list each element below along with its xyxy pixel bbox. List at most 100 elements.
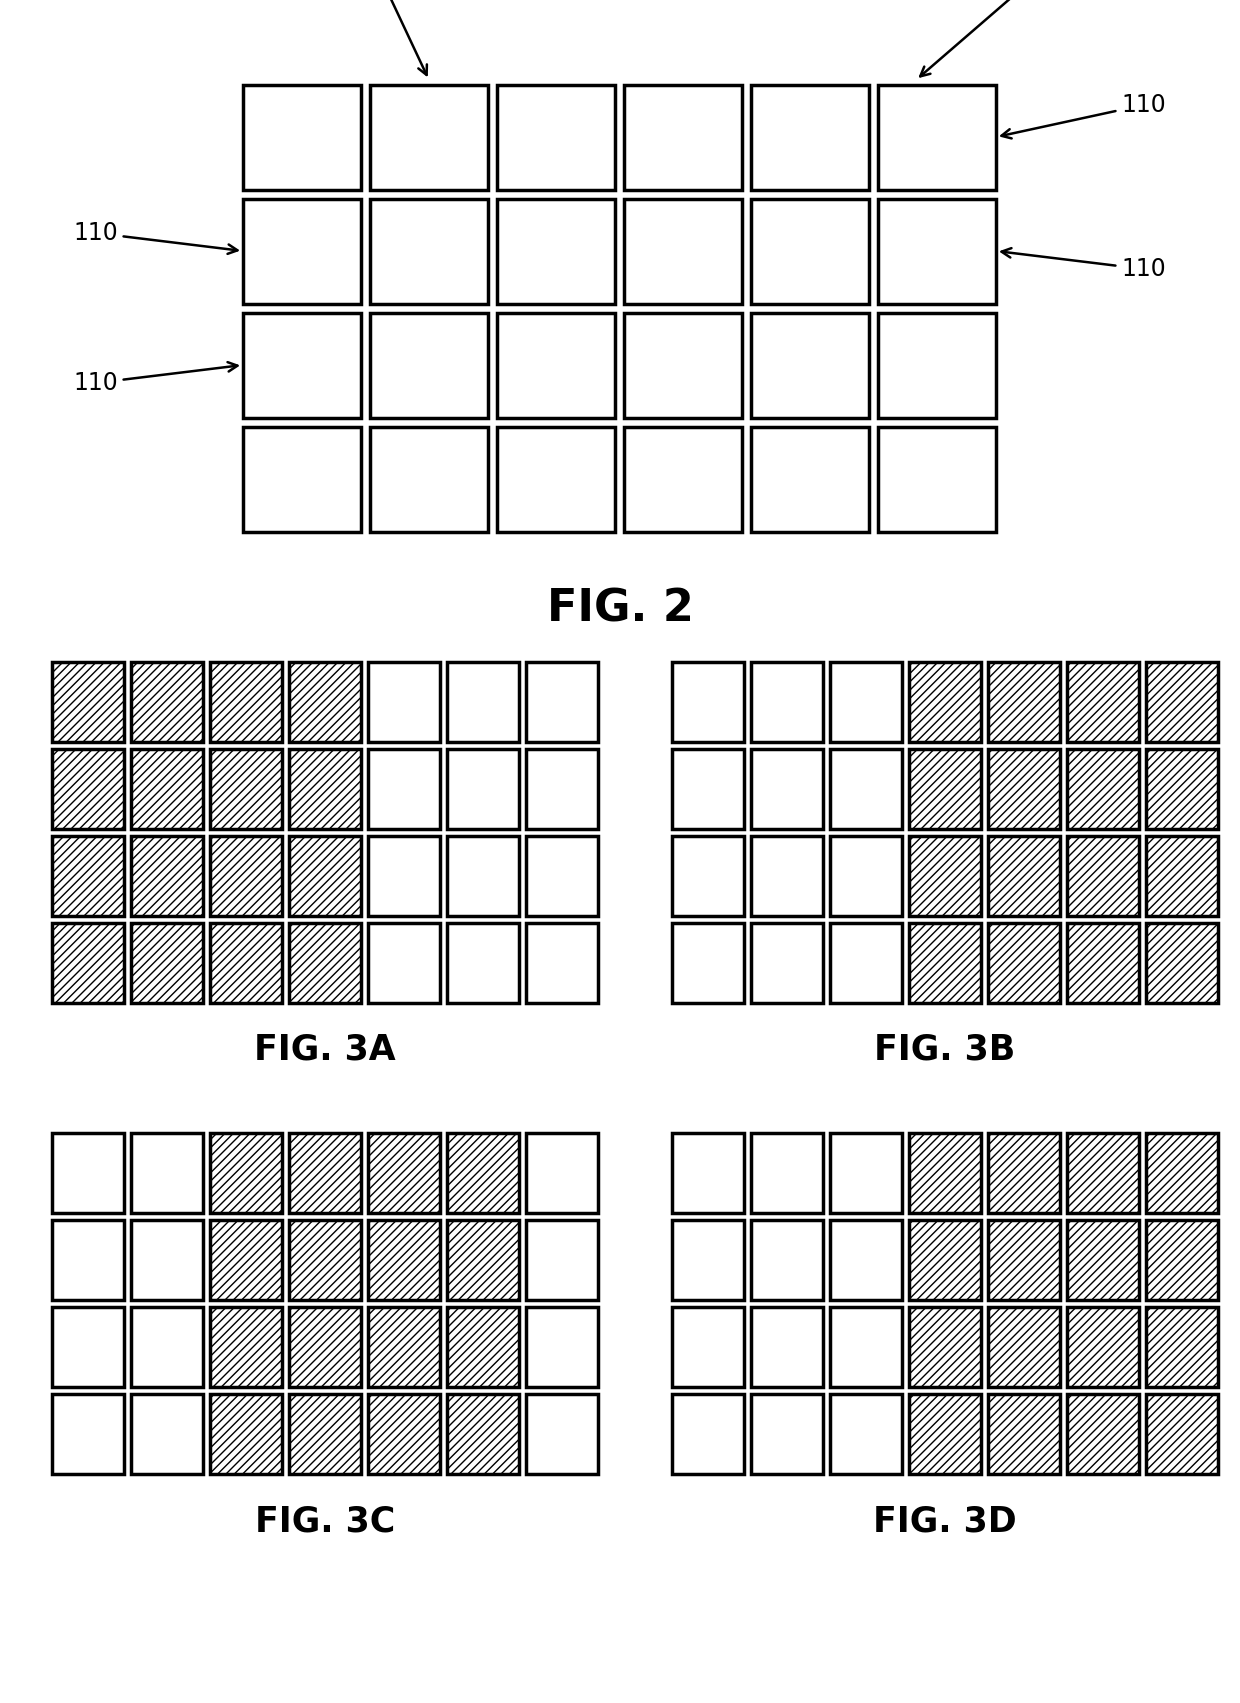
Bar [751,85,869,191]
Bar [988,1219,1060,1299]
Bar [368,662,440,743]
Bar [1146,662,1218,743]
Bar [497,427,615,531]
Bar [446,1395,520,1475]
Bar [52,662,124,743]
Bar [751,923,823,1003]
Bar [446,1219,520,1299]
Bar [830,1395,901,1475]
Text: FIG. 3D: FIG. 3D [873,1504,1017,1538]
Bar [243,85,361,191]
Text: FIG. 2: FIG. 2 [547,588,693,630]
Bar [52,1395,124,1475]
Bar [210,749,281,829]
Bar [368,1219,440,1299]
Bar [909,749,981,829]
Text: 100: 100 [920,0,1109,77]
Bar [210,1306,281,1386]
Bar [446,662,520,743]
Text: 110: 110 [1002,94,1166,138]
Bar [1146,1219,1218,1299]
Bar [368,749,440,829]
Bar [289,1395,361,1475]
Bar [131,923,203,1003]
Bar [52,1306,124,1386]
Bar [210,923,281,1003]
Bar [526,662,598,743]
Bar [526,749,598,829]
Bar [751,199,869,305]
Text: 110: 110 [73,363,238,395]
Bar [830,662,901,743]
Bar [878,313,996,417]
Bar [131,1219,203,1299]
Bar [988,836,1060,916]
Bar [289,836,361,916]
Bar [368,1132,440,1213]
Bar [1146,1132,1218,1213]
Bar [751,1395,823,1475]
Bar [830,923,901,1003]
Bar [526,1132,598,1213]
Bar [909,1395,981,1475]
Bar [1066,662,1140,743]
Bar [497,313,615,417]
Bar [751,1306,823,1386]
Bar [131,749,203,829]
Bar [131,662,203,743]
Bar [289,923,361,1003]
Bar [52,749,124,829]
Bar [830,1219,901,1299]
Bar [672,1219,744,1299]
Bar [370,85,489,191]
Bar [1066,749,1140,829]
Bar [243,199,361,305]
Bar [526,923,598,1003]
Bar [751,313,869,417]
Bar [830,749,901,829]
Bar [210,1395,281,1475]
Bar [131,1306,203,1386]
Bar [289,1219,361,1299]
Bar [368,1395,440,1475]
Bar [1146,1306,1218,1386]
Bar [289,1132,361,1213]
Bar [672,1306,744,1386]
Bar [751,662,823,743]
Bar [751,749,823,829]
Bar [289,749,361,829]
Bar [672,662,744,743]
Bar [909,1219,981,1299]
Bar [131,836,203,916]
Bar [909,1306,981,1386]
Bar [1066,1306,1140,1386]
Bar [909,836,981,916]
Bar [624,313,742,417]
Bar [526,1219,598,1299]
Bar [988,1132,1060,1213]
Bar [1066,1132,1140,1213]
Bar [1066,1219,1140,1299]
Bar [624,427,742,531]
Bar [909,1132,981,1213]
Bar [751,427,869,531]
Bar [878,427,996,531]
Text: FIG. 3B: FIG. 3B [874,1034,1016,1068]
Bar [1066,1395,1140,1475]
Bar [878,85,996,191]
Bar [988,1306,1060,1386]
Bar [368,836,440,916]
Bar [751,1219,823,1299]
Bar [830,1306,901,1386]
Bar [988,662,1060,743]
Bar [1066,923,1140,1003]
Bar [52,1219,124,1299]
Bar [624,85,742,191]
Bar [243,313,361,417]
Bar [751,1132,823,1213]
Bar [446,1306,520,1386]
Bar [52,836,124,916]
Bar [446,836,520,916]
Bar [624,199,742,305]
Text: 110: 110 [73,221,238,254]
